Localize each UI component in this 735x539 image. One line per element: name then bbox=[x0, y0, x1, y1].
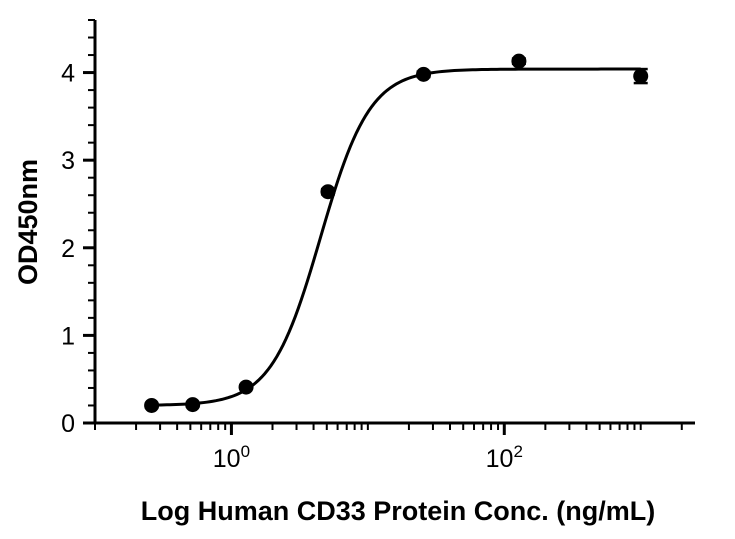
data-point bbox=[238, 379, 254, 395]
y-tick-label: 0 bbox=[61, 410, 75, 438]
x-tick-label: 102 bbox=[486, 442, 523, 473]
data-points-group bbox=[144, 53, 649, 413]
x-tick-label: 100 bbox=[213, 442, 250, 473]
data-point bbox=[633, 68, 649, 84]
y-axis: 0 1 2 3 4 bbox=[61, 19, 97, 438]
data-point bbox=[144, 397, 160, 413]
x-axis-title: Log Human CD33 Protein Conc. (ng/mL) bbox=[141, 496, 656, 526]
y-tick-label: 4 bbox=[61, 60, 75, 88]
x-tick-base: 10 bbox=[486, 445, 514, 473]
y-tick-label: 1 bbox=[61, 322, 75, 350]
x-tick-exponent: 2 bbox=[513, 442, 522, 461]
data-point bbox=[416, 66, 432, 82]
x-tick-exponent: 0 bbox=[241, 442, 250, 461]
fit-curve-group bbox=[151, 67, 641, 407]
y-tick-label: 2 bbox=[61, 235, 75, 263]
x-tick-base: 10 bbox=[213, 445, 241, 473]
data-point bbox=[185, 397, 201, 413]
x-axis: 100 102 bbox=[94, 421, 695, 473]
y-tick-label: 3 bbox=[61, 147, 75, 175]
data-point bbox=[511, 53, 527, 69]
fit-curve-line bbox=[151, 67, 641, 407]
y-axis-title: OD450nm bbox=[13, 159, 43, 285]
data-point bbox=[320, 184, 336, 200]
